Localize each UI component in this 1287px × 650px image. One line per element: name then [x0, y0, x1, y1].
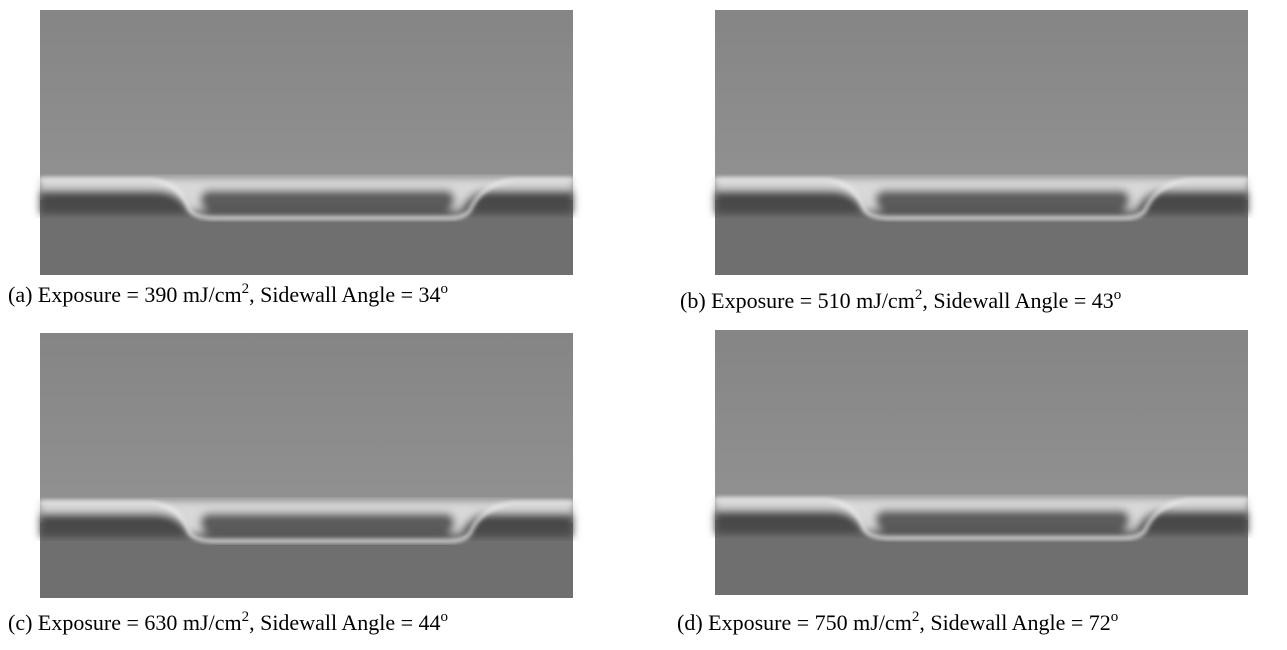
caption: (d) Exposure = 750 mJ/cm2, Sidewall Angl… — [677, 610, 1118, 636]
sem-image — [715, 330, 1248, 595]
superscript: 2 — [241, 609, 250, 625]
caption: (c) Exposure = 630 mJ/cm2, Sidewall Angl… — [8, 610, 448, 636]
superscript: o — [440, 609, 449, 625]
superscript: 2 — [914, 287, 923, 303]
sem-image — [40, 333, 573, 598]
caption-text: (d) Exposure = 750 mJ/cm — [677, 610, 912, 635]
caption: (b) Exposure = 510 mJ/cm2, Sidewall Angl… — [680, 288, 1121, 314]
caption-text: , Sidewall Angle = 43 — [922, 288, 1114, 313]
superscript: 2 — [241, 281, 250, 297]
caption-text: , Sidewall Angle = 72 — [919, 610, 1111, 635]
sem-image — [715, 10, 1248, 275]
caption-text: , Sidewall Angle = 44 — [249, 610, 441, 635]
superscript: 2 — [911, 609, 920, 625]
sem-image — [40, 10, 573, 275]
superscript: o — [1110, 609, 1119, 625]
superscript: o — [1113, 287, 1122, 303]
caption: (a) Exposure = 390 mJ/cm2, Sidewall Angl… — [8, 282, 448, 308]
caption-text: (a) Exposure = 390 mJ/cm — [8, 282, 242, 307]
caption-text: , Sidewall Angle = 34 — [249, 282, 441, 307]
superscript: o — [440, 281, 449, 297]
caption-text: (b) Exposure = 510 mJ/cm — [680, 288, 915, 313]
caption-text: (c) Exposure = 630 mJ/cm — [8, 610, 242, 635]
